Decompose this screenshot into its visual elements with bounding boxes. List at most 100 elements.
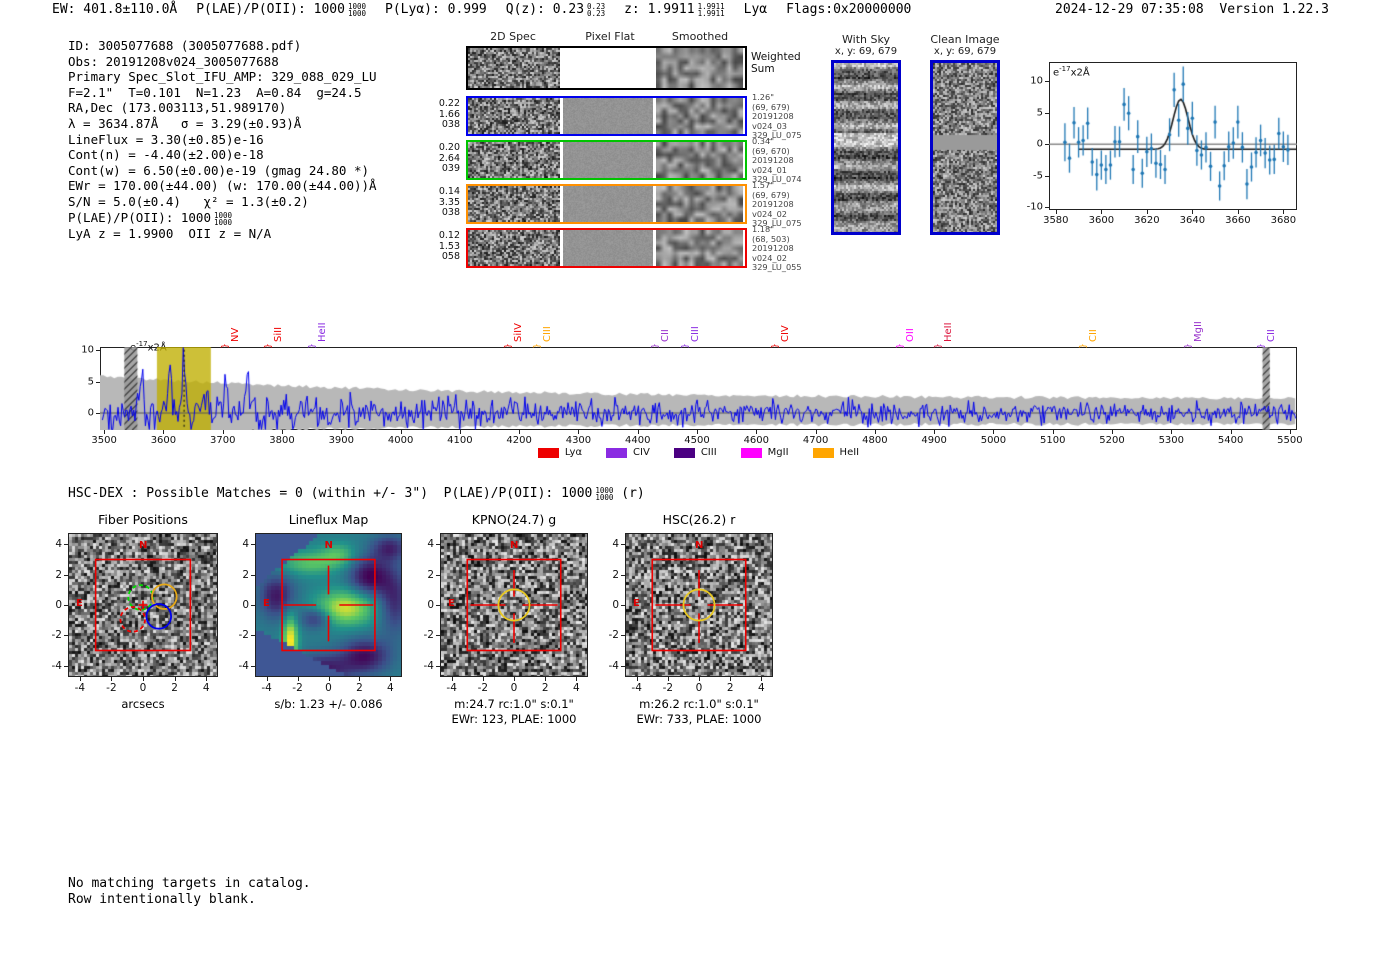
tick-mark: [636, 677, 638, 681]
lineflux-map-panel-image: [256, 534, 401, 676]
tick-mark: [519, 430, 521, 434]
x-tick-label: 4200: [506, 435, 532, 446]
header-stats: EW: 401.8±110.0Å P(LAE)/P(OII): 1000 1000 1…: [52, 2, 930, 17]
spec2d-noise-image: [468, 98, 560, 134]
tick-mark: [482, 677, 484, 681]
y-tick-label: -5: [1033, 170, 1043, 182]
tick-mark: [1045, 175, 1049, 177]
spectral-line-brace: {: [218, 343, 229, 349]
info-line: Cont(n) = -4.40(±2.00)e-18: [68, 147, 264, 163]
footer-notes: No matching targets in catalog. Row inten…: [68, 876, 311, 907]
weighted-sum-label: Weighted Sum: [751, 51, 801, 75]
x-tick-label: 4600: [743, 435, 770, 446]
info-line: Obs: 20191208v024_3005077688: [68, 53, 279, 69]
tick-mark: [637, 430, 639, 434]
tick-mark: [697, 430, 699, 434]
panel-title: Fiber Positions: [98, 512, 188, 527]
panel-xlabel: s/b: 1.23 +/- 0.086: [274, 697, 383, 711]
x-tick-label: 5200: [1099, 435, 1125, 446]
source-info-block: ID: 3005077688 (3005077688.pdf) Obs: 2019…: [68, 38, 377, 241]
compass-north: N: [695, 540, 704, 551]
cutout-col-header: Pixel Flat: [585, 30, 635, 43]
y-tick-label: 2: [427, 568, 434, 581]
spectral-line-label: HeII: [317, 322, 329, 342]
x-tick-label: 5300: [1158, 435, 1185, 446]
spectral-line-label: CII: [1266, 329, 1278, 342]
legend-label: CIII: [700, 447, 717, 458]
x-tick-label: -4: [631, 682, 642, 694]
tick-mark: [297, 677, 299, 681]
panel-xlabel: arcsecs: [121, 697, 165, 711]
panel-title: HSC(26.2) r: [662, 512, 736, 527]
fiber-positions-panel-overlay: [94, 558, 192, 652]
y-tick-label: -4: [238, 659, 249, 672]
spectrum-legend: Lyα CIV CIII MgII HeII: [100, 447, 1297, 458]
tick-mark: [111, 677, 113, 681]
header-stat: Flags:0x20000000: [786, 2, 912, 17]
spectral-line-brace: {: [1076, 343, 1087, 349]
tick-mark: [1283, 210, 1285, 214]
spectral-line-label: SiII: [273, 326, 285, 342]
tick-mark: [328, 677, 330, 681]
info-line: S/N = 5.0(±0.4) χ² = 1.3(±0.2): [68, 193, 309, 209]
tick-mark: [436, 574, 440, 576]
tick-mark: [206, 677, 208, 681]
fiber-row-left-label: 0.12 1.53 058: [438, 230, 460, 262]
y-tick-label: -2: [51, 629, 62, 642]
clean-image-box: [930, 60, 1000, 235]
y-tick-label: 4: [612, 538, 619, 551]
x-tick-label: 3800: [269, 435, 295, 446]
tick-mark: [1237, 210, 1239, 214]
tick-mark: [1192, 210, 1194, 214]
panel-xlabel: m:26.2 rc:1.0" s:0.1": [639, 697, 759, 711]
legend-item: MgII: [740, 447, 789, 458]
pixel-flat-image: [563, 48, 653, 88]
fraction-value: 0.23 0.23: [587, 2, 606, 18]
fraction-value: 1.9911 1.9911: [697, 2, 725, 18]
legend-swatch: [537, 447, 559, 458]
with-sky-title: With Sky: [842, 33, 890, 46]
tick-mark: [143, 677, 144, 681]
fiber-row-left-label: 0.22 1.66 038: [438, 98, 460, 130]
tick-mark: [621, 544, 625, 546]
tick-mark: [621, 605, 625, 606]
tick-mark: [1112, 430, 1114, 434]
tick-mark: [730, 677, 732, 681]
y-tick-label: -4: [423, 659, 434, 672]
fiber-row-annotation: 1.57" (69, 679) 20191208 v024_02 329_LU_075: [752, 180, 802, 229]
tick-mark: [104, 430, 106, 434]
x-tick-label: 4300: [565, 435, 592, 446]
compass-east: E: [263, 598, 270, 609]
compass-north: N: [139, 540, 148, 551]
x-tick-label: 4: [572, 682, 580, 694]
spectral-line-label: CIII: [690, 326, 702, 342]
panel-xlabel: EWr: 733, PLAE: 1000: [636, 712, 762, 726]
y-tick-label: 2: [242, 568, 249, 581]
legend-label: Lyα: [564, 447, 583, 458]
spec2d-noise-image: [468, 186, 560, 222]
legend-label: MgII: [767, 447, 789, 458]
info-line: EWr = 170.00(±44.00) (w: 170.00(±44.00))…: [68, 178, 377, 194]
panel-title: Lineflux Map: [288, 512, 369, 527]
x-tick-label: 4: [757, 682, 765, 694]
x-tick-label: 5400: [1217, 435, 1244, 446]
spectral-line-label: CIII: [541, 326, 553, 342]
spec2d-noise-image: [468, 48, 560, 88]
tick-mark: [1055, 210, 1057, 214]
header-stat: Lyα: [743, 2, 768, 17]
kpno-g-panel-image: [441, 534, 587, 676]
tick-mark: [282, 430, 283, 434]
legend-swatch: [740, 447, 762, 458]
tick-mark: [621, 665, 625, 667]
tick-mark: [993, 430, 995, 434]
tick-mark: [874, 430, 876, 434]
tick-mark: [1052, 430, 1054, 434]
y-tick-label: -2: [608, 629, 619, 642]
tick-mark: [64, 635, 68, 637]
lineflux-map-panel-overlay: [281, 558, 376, 652]
report-version: Version 1.22.3: [1219, 2, 1329, 17]
spectral-line-brace: {: [501, 343, 512, 349]
hsc-r-panel-image: [626, 534, 772, 676]
tick-mark: [64, 574, 68, 576]
tick-mark: [514, 677, 515, 681]
